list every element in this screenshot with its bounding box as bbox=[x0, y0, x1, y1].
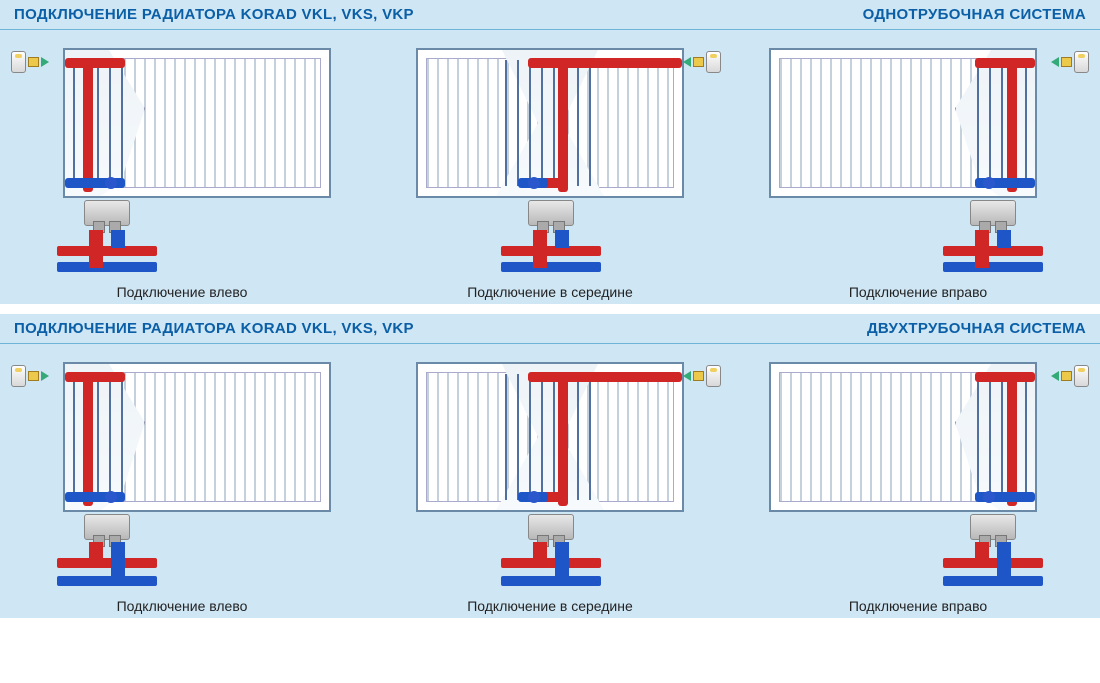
thermostatic-valve bbox=[683, 48, 721, 76]
diagram-cell: Подключение в середине bbox=[385, 352, 715, 614]
diagram-row: Подключение влево Подключение в середине П… bbox=[0, 30, 1100, 304]
bottom-connection bbox=[953, 200, 1033, 278]
section-header: ПОДКЛЮЧЕНИЕ РАДИАТОРА KORAD VKL, VKS, VK… bbox=[0, 0, 1100, 30]
radiator-diagram bbox=[17, 352, 347, 592]
radiator-diagram bbox=[753, 38, 1083, 278]
radiator-body bbox=[416, 48, 684, 198]
radiator-diagram bbox=[385, 38, 715, 278]
diagram-caption: Подключение в середине bbox=[467, 598, 633, 614]
supply-pipes bbox=[57, 548, 157, 592]
section-title-right: ОДНОТРУБОЧНАЯ СИСТЕМА bbox=[863, 6, 1086, 23]
valve-fitting bbox=[970, 514, 1016, 540]
section-header: ПОДКЛЮЧЕНИЕ РАДИАТОРА KORAD VKL, VKS, VK… bbox=[0, 314, 1100, 344]
valve-fitting bbox=[970, 200, 1016, 226]
bottom-connection bbox=[511, 200, 591, 278]
connection-section: ПОДКЛЮЧЕНИЕ РАДИАТОРА KORAD VKL, VKS, VK… bbox=[0, 314, 1100, 618]
diagram-cell: Подключение влево bbox=[17, 38, 347, 300]
diagram-cell: Подключение влево bbox=[17, 352, 347, 614]
diagram-caption: Подключение влево bbox=[117, 284, 248, 300]
radiator-diagram bbox=[17, 38, 347, 278]
thermostatic-valve bbox=[11, 48, 49, 76]
diagram-caption: Подключение вправо bbox=[849, 284, 987, 300]
radiator-body bbox=[769, 362, 1037, 512]
valve-fitting bbox=[528, 200, 574, 226]
diagram-caption: Подключение вправо bbox=[849, 598, 987, 614]
radiator-diagram bbox=[753, 352, 1083, 592]
diagram-caption: Подключение влево bbox=[117, 598, 248, 614]
bottom-connection bbox=[67, 200, 147, 278]
valve-fitting bbox=[84, 514, 130, 540]
thermostatic-valve bbox=[11, 362, 49, 390]
valve-fitting bbox=[528, 514, 574, 540]
diagram-row: Подключение влево Подключение в середине П… bbox=[0, 344, 1100, 618]
supply-pipes bbox=[943, 234, 1043, 278]
supply-pipes bbox=[57, 234, 157, 278]
connection-section: ПОДКЛЮЧЕНИЕ РАДИАТОРА KORAD VKL, VKS, VK… bbox=[0, 0, 1100, 304]
radiator-diagram bbox=[385, 352, 715, 592]
radiator-body bbox=[63, 362, 331, 512]
thermostatic-valve bbox=[683, 362, 721, 390]
section-title-right: ДВУХТРУБОЧНАЯ СИСТЕМА bbox=[867, 320, 1086, 337]
bottom-connection bbox=[511, 514, 591, 592]
bottom-connection bbox=[953, 514, 1033, 592]
supply-pipes bbox=[501, 548, 601, 592]
section-title-left: ПОДКЛЮЧЕНИЕ РАДИАТОРА KORAD VKL, VKS, VK… bbox=[14, 6, 414, 23]
radiator-body bbox=[769, 48, 1037, 198]
diagram-caption: Подключение в середине bbox=[467, 284, 633, 300]
radiator-body bbox=[63, 48, 331, 198]
diagram-cell: Подключение вправо bbox=[753, 38, 1083, 300]
diagram-cell: Подключение в середине bbox=[385, 38, 715, 300]
section-title-left: ПОДКЛЮЧЕНИЕ РАДИАТОРА KORAD VKL, VKS, VK… bbox=[14, 320, 414, 337]
thermostatic-valve bbox=[1051, 362, 1089, 390]
supply-pipes bbox=[501, 234, 601, 278]
bottom-connection bbox=[67, 514, 147, 592]
thermostatic-valve bbox=[1051, 48, 1089, 76]
supply-pipes bbox=[943, 548, 1043, 592]
diagram-cell: Подключение вправо bbox=[753, 352, 1083, 614]
radiator-body bbox=[416, 362, 684, 512]
valve-fitting bbox=[84, 200, 130, 226]
